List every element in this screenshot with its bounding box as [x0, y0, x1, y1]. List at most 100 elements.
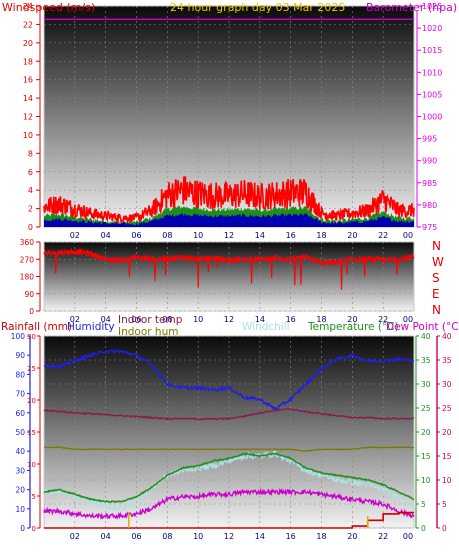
direction-tick-label: 270 — [20, 255, 35, 264]
rain-tick-label: 25 — [27, 365, 36, 373]
humidity-tick-label: 40 — [15, 447, 25, 456]
temperature-tick-label: 10 — [421, 476, 431, 485]
x-tick-label: 12 — [224, 231, 234, 240]
x-tick-label: 20 — [347, 231, 357, 240]
baro-tick-label: 1015 — [422, 46, 442, 55]
wind-tick-label: 6 — [28, 168, 33, 177]
x-tick-label: 14 — [255, 315, 265, 324]
legend-indoor-hum: Indoor hum — [118, 326, 178, 338]
wind-tick-label: 12 — [23, 113, 33, 122]
dewpoint-line — [43, 487, 415, 521]
baro-tick-label: 995 — [422, 135, 437, 144]
x-tick-label: 10 — [193, 315, 203, 324]
direction-label-n-top: N — [432, 239, 441, 253]
dewpoint-tick-label: 25 — [442, 404, 452, 413]
temperature-tick-label: 40 — [421, 332, 431, 341]
x-tick-label: 08 — [162, 231, 172, 240]
baro-tick-label: 1005 — [422, 90, 442, 99]
x-tick-label: 06 — [131, 315, 141, 324]
temperature-tick-label: 35 — [421, 356, 431, 365]
x-tick-label: 00 — [403, 315, 413, 324]
x-tick-label: 18 — [316, 231, 326, 240]
direction-tick-label: 0 — [29, 307, 34, 316]
rain-tick-label: 30 — [27, 333, 36, 341]
x-tick-label: 22 — [378, 315, 388, 324]
humidity-tick-label: 0 — [20, 524, 25, 533]
wind-tick-label: 14 — [23, 94, 33, 103]
x-tick-label: 18 — [316, 315, 326, 324]
chart-title: 24 hour graph day 03 Mar 2025 — [170, 1, 345, 14]
dewpoint-tick-label: 10 — [442, 476, 452, 485]
legend-humidity: Humidity — [67, 321, 115, 333]
x-tick-label: 04 — [101, 315, 111, 324]
wind-speed-area — [44, 213, 414, 227]
direction-label-n-bottom: N — [432, 303, 441, 317]
wind-tick-label: 2 — [28, 205, 33, 214]
direction-tick-label: 360 — [20, 238, 35, 247]
x-tick-label: 02 — [70, 231, 80, 240]
wind-gust-line — [43, 176, 415, 225]
x-tick-label: 16 — [286, 315, 296, 324]
baro-tick-label: 1020 — [422, 24, 442, 33]
humidity-tick-label: 70 — [15, 390, 25, 399]
direction-label-s: S — [432, 271, 440, 285]
x-tick-label: 00 — [403, 231, 413, 240]
rainfall-line — [44, 511, 414, 529]
x-tick-label: 00 — [403, 532, 413, 541]
baro-tick-label: 975 — [422, 223, 437, 232]
x-tick-label: 06 — [131, 532, 141, 541]
humidity-line — [43, 349, 415, 412]
dewpoint-tick-label: 0 — [442, 524, 447, 533]
humidity-tick-label: 20 — [15, 486, 25, 495]
x-tick-label: 02 — [70, 315, 80, 324]
wind-tick-label: 4 — [28, 186, 33, 195]
x-tick-label: 14 — [255, 231, 265, 240]
wind-tick-label: 0 — [28, 223, 33, 232]
baro-tick-label: 1010 — [422, 68, 442, 77]
x-tick-label: 08 — [162, 315, 172, 324]
grid-layer — [44, 5, 414, 529]
wind-tick-label: 18 — [23, 57, 33, 66]
x-tick-label: 20 — [347, 532, 357, 541]
dewpoint-tick-label: 15 — [442, 452, 452, 461]
humidity-tick-label: 50 — [15, 428, 25, 437]
axis-layer: 0246810121416182022249759809859909951000… — [11, 2, 452, 541]
rain-tick-label: 5 — [32, 493, 36, 501]
humidity-tick-label: 60 — [15, 409, 25, 418]
wind-average-area — [44, 205, 414, 227]
x-tick-label: 12 — [224, 315, 234, 324]
x-tick-label: 06 — [131, 231, 141, 240]
x-tick-label: 16 — [286, 532, 296, 541]
barometer-axis-label: Barometer (hpa) — [366, 1, 457, 14]
wind-tick-label: 8 — [28, 149, 33, 158]
legend-dew-point: Dew Point (°C) — [386, 321, 459, 333]
direction-label-w: W — [432, 255, 444, 269]
indoor-temp-line — [43, 408, 415, 421]
x-tick-label: 16 — [286, 231, 296, 240]
data-layer — [43, 18, 415, 529]
humidity-tick-label: 80 — [15, 370, 25, 379]
legend-windchill: Windchill — [242, 321, 290, 333]
rain-tick-label: 0 — [32, 525, 36, 533]
dewpoint-tick-label: 35 — [442, 356, 452, 365]
humidity-tick-label: 90 — [15, 351, 25, 360]
windspeed-axis-label: Windspeed (m/s) — [2, 1, 95, 14]
x-tick-label: 04 — [101, 532, 111, 541]
baro-tick-label: 1000 — [422, 113, 442, 122]
temperature-tick-label: 25 — [421, 404, 431, 413]
dewpoint-tick-label: 20 — [442, 428, 452, 437]
baro-tick-label: 980 — [422, 201, 437, 210]
rain-tick-label: 20 — [27, 397, 36, 405]
legend-temperature: Temperature (°C) — [307, 321, 399, 333]
x-tick-label: 04 — [101, 231, 111, 240]
legend-rainfall: Rainfall (mm) — [1, 321, 72, 333]
x-tick-label: 10 — [193, 231, 203, 240]
humidity-tick-label: 10 — [15, 505, 25, 514]
temperature-tick-label: 0 — [421, 524, 426, 533]
temperature-tick-label: 30 — [421, 380, 431, 389]
x-tick-label: 20 — [347, 315, 357, 324]
wind-tick-label: 16 — [23, 76, 33, 85]
x-tick-label: 10 — [193, 532, 203, 541]
